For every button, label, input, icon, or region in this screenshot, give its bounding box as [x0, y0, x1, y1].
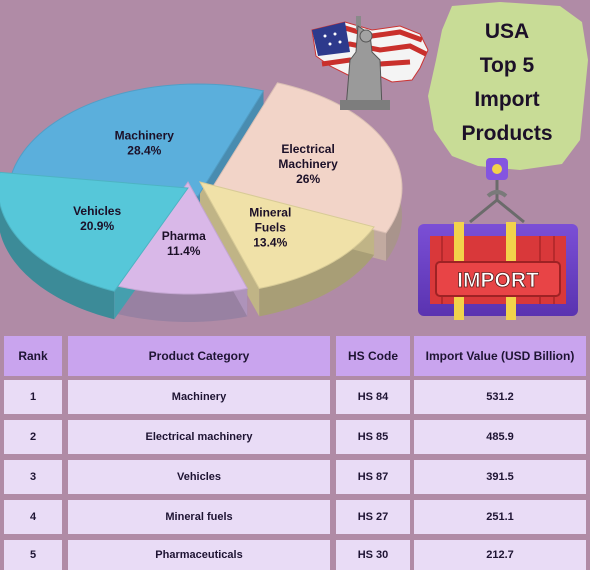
- cell-rank: 5: [4, 540, 62, 570]
- cell-rank: 1: [4, 380, 62, 414]
- header-rank: Rank: [4, 336, 62, 376]
- pie-slice-electrical-machinery: [211, 82, 403, 234]
- header-value: Import Value (USD Billion): [414, 336, 586, 376]
- cell-rank: 3: [4, 460, 62, 494]
- pie-slice-side: [259, 226, 375, 317]
- cell-value: 391.5: [414, 460, 586, 494]
- cell-value: 485.9: [414, 420, 586, 454]
- pie-slice-percent: 11.4%: [167, 244, 201, 258]
- pie-slice-label: Mineral: [249, 206, 291, 220]
- pie-chart: [0, 82, 403, 322]
- pie-slice-label: Electrical: [281, 142, 334, 156]
- import-crate-icon: [418, 158, 578, 320]
- cell-category: Mineral fuels: [68, 500, 330, 534]
- pie-slice-label: Machinery: [278, 157, 338, 171]
- statue-of-liberty-icon: [340, 16, 390, 110]
- cell-category: Machinery: [68, 380, 330, 414]
- pie-slice-machinery: [9, 83, 265, 197]
- cell-value: 212.7: [414, 540, 586, 570]
- pie-slice-side: [0, 204, 115, 320]
- pie-slice-side: [114, 285, 248, 322]
- title-blob: [428, 2, 588, 170]
- pie-slice-percent: 20.9%: [80, 219, 114, 233]
- pie-slice-label: Fuels: [255, 221, 287, 235]
- pie-slice-percent: 28.4%: [127, 144, 161, 158]
- pie-slice-mineral-fuels: [198, 181, 375, 289]
- header-hs-code: HS Code: [336, 336, 410, 376]
- header-category: Product Category: [68, 336, 330, 376]
- cell-category: Pharmaceuticals: [68, 540, 330, 570]
- pie-slice-pharma: [113, 181, 249, 295]
- pie-slice-label: Pharma: [162, 229, 206, 243]
- cell-hs-code: HS 27: [336, 500, 410, 534]
- title-line-1: USA: [485, 20, 529, 43]
- cell-hs-code: HS 30: [336, 540, 410, 570]
- cell-hs-code: HS 85: [336, 420, 410, 454]
- cell-category: Vehicles: [68, 460, 330, 494]
- cell-rank: 4: [4, 500, 62, 534]
- title-line-3: Import: [474, 88, 539, 111]
- cell-value: 531.2: [414, 380, 586, 414]
- pie-slice-vehicles: [0, 171, 189, 292]
- cell-value: 251.1: [414, 500, 586, 534]
- pie-slice-label: Vehicles: [73, 204, 121, 218]
- cell-hs-code: HS 87: [336, 460, 410, 494]
- cell-hs-code: HS 84: [336, 380, 410, 414]
- title-line-2: Top 5: [480, 54, 535, 77]
- cell-category: Electrical machinery: [68, 420, 330, 454]
- pie-slice-percent: 26%: [296, 172, 320, 186]
- import-table: Rank Product Category HS Code Import Value …: [0, 330, 590, 570]
- pie-slice-percent: 13.4%: [253, 236, 287, 250]
- cell-rank: 2: [4, 420, 62, 454]
- import-badge-label: IMPORT: [457, 269, 539, 292]
- title-line-4: Products: [461, 122, 552, 145]
- pie-slice-label: Machinery: [115, 129, 175, 143]
